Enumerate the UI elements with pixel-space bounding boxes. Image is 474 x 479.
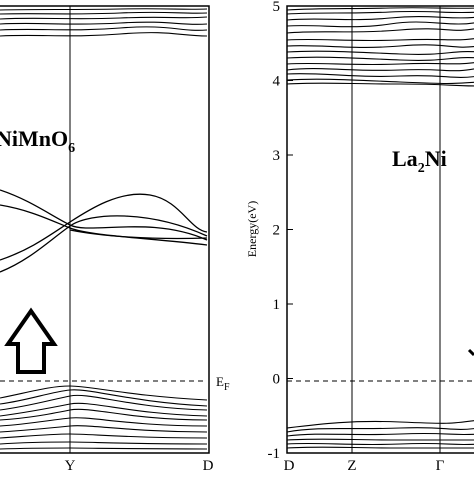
right-plot-frame: [286, 5, 474, 454]
conduction-band-line: [286, 21, 474, 28]
valence-band-line: [0, 394, 208, 411]
right-arrow-fragment: [467, 348, 474, 357]
valence-band-line: [0, 385, 208, 401]
valence-band-line: [286, 442, 474, 446]
valence-band-line: [0, 447, 208, 450]
left-panel: Y D EF NiMnO6: [0, 5, 230, 474]
middle-band-line: [0, 189, 208, 241]
upper-band-line: [0, 8, 208, 11]
y-tick-label: 1: [273, 297, 281, 313]
compound-label-right: La2Ni: [392, 146, 447, 176]
compound-label-left: NiMnO6: [0, 126, 75, 156]
conduction-band-line: [286, 16, 474, 21]
valence-band-line: [0, 433, 208, 439]
middle-band-line: [0, 215, 208, 273]
fermi-level-label: EF: [216, 374, 230, 393]
compound-label-left-sub: 6: [68, 141, 75, 156]
fermi-label-sub: F: [224, 382, 230, 393]
valence-band-line: [286, 438, 474, 441]
upper-band-line: [0, 21, 208, 25]
conduction-band-line: [286, 68, 474, 72]
upper-band-line: [0, 16, 208, 20]
conduction-band-line: [286, 62, 474, 66]
valence-band-line: [0, 408, 208, 421]
conduction-band-line: [286, 50, 474, 55]
conduction-band-line: [286, 73, 474, 78]
middle-band-line: [69, 229, 208, 240]
y-tick-label: 0: [273, 372, 281, 388]
y-tick-label: 2: [273, 223, 281, 239]
middle-band-line: [0, 204, 208, 246]
conduction-band-line: [286, 38, 474, 42]
valence-band-line: [286, 446, 474, 449]
y-tick-label: 5: [273, 0, 281, 15]
valence-band-line: [286, 420, 474, 429]
valence-band-line: [0, 441, 208, 445]
upper-band-line: [0, 26, 208, 31]
valence-band-line: [0, 425, 208, 433]
conduction-band-line: [286, 7, 474, 11]
conduction-band-line: [286, 28, 474, 34]
middle-band-line: [0, 193, 208, 261]
fermi-label-main: E: [216, 374, 224, 389]
conduction-band-line: [286, 78, 474, 85]
conduction-band-line: [286, 56, 474, 61]
compound-label-left-main: NiMnO: [0, 126, 68, 151]
valence-band-line: [0, 402, 208, 417]
valence-band-line: [286, 432, 474, 437]
left-plot-frame: [0, 5, 210, 454]
valence-band-line: [286, 427, 474, 433]
y-tick-label: -1: [268, 446, 281, 462]
right-bands: [286, 7, 474, 449]
upper-band-line: [0, 11, 208, 15]
conduction-band-line: [286, 44, 474, 48]
compound-label-right-sub: 2: [418, 161, 425, 176]
valence-band-line: [0, 417, 208, 427]
right-kpoint-label-d: D: [284, 458, 295, 474]
right-kpoint-label-z: Z: [347, 458, 356, 474]
up-arrow-annotation: [4, 307, 58, 374]
compound-label-right-tail: Ni: [425, 146, 447, 171]
left-kpoint-label-d: D: [203, 458, 214, 474]
right-kpoint-label-gamma: Γ: [436, 458, 445, 474]
valence-band-line: [0, 389, 208, 407]
y-axis-title: Energy(eV): [245, 201, 259, 257]
compound-label-right-main: La: [392, 146, 418, 171]
left-kpoint-label-y: Y: [65, 458, 76, 474]
conduction-band-line: [286, 82, 474, 87]
y-tick-label: 4: [273, 74, 281, 90]
conduction-band-line: [286, 10, 474, 15]
right-y-ticks: -1 0 1 2 3 4 5: [268, 0, 293, 462]
y-tick-label: 3: [273, 148, 281, 164]
left-bands: [0, 8, 208, 450]
upper-band-line: [0, 32, 208, 37]
